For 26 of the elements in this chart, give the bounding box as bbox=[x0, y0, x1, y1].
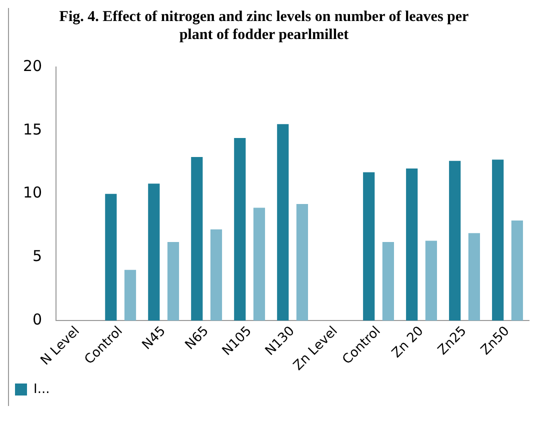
bar bbox=[191, 157, 203, 321]
bar bbox=[511, 220, 523, 321]
y-tick-label: 5 bbox=[32, 247, 42, 266]
bar bbox=[277, 124, 289, 321]
legend-label: I... bbox=[34, 382, 50, 397]
x-tick-label: Zn 20 bbox=[389, 324, 427, 362]
bar bbox=[210, 229, 222, 321]
bar bbox=[468, 233, 480, 321]
bar bbox=[382, 242, 394, 321]
chart-title: Fig. 4. Effect of nitrogen and zinc levels on number of leaves per plant of fodder pearlmillet bbox=[58, 8, 470, 44]
bar bbox=[363, 172, 375, 321]
y-tick-label: 15 bbox=[22, 120, 42, 138]
y-tick-label: 10 bbox=[22, 184, 42, 202]
y-tick-label: 20 bbox=[22, 56, 42, 75]
bar bbox=[492, 160, 504, 321]
bar bbox=[449, 160, 461, 321]
bar bbox=[124, 270, 136, 321]
bar bbox=[296, 204, 308, 321]
bar bbox=[148, 184, 160, 321]
bar bbox=[105, 194, 117, 321]
y-tick-label: 0 bbox=[32, 310, 42, 329]
bar bbox=[425, 240, 437, 321]
bar bbox=[167, 242, 180, 321]
bar bbox=[253, 208, 266, 321]
bar bbox=[234, 138, 246, 321]
bar bbox=[406, 168, 418, 321]
